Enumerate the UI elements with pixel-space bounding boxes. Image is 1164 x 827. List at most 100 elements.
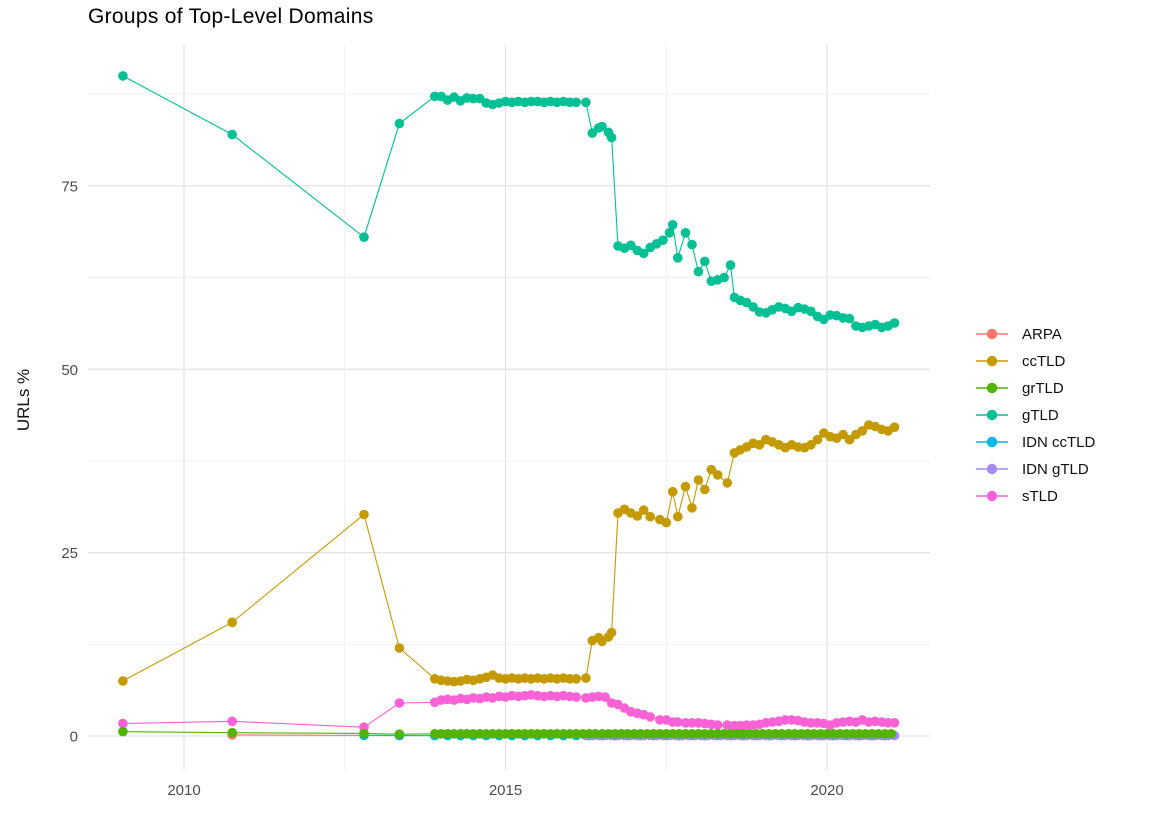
data-point-cctld bbox=[680, 481, 691, 492]
data-point-cctld bbox=[638, 505, 649, 515]
data-point-stld bbox=[889, 718, 900, 728]
y-tick-label: 25 bbox=[61, 545, 78, 562]
series-arpa bbox=[227, 730, 369, 741]
data-point-grtld bbox=[394, 729, 405, 739]
data-point-gtld bbox=[806, 306, 816, 317]
data-point-gtld bbox=[227, 129, 237, 140]
data-point-cctld bbox=[844, 434, 855, 445]
data-point-cctld bbox=[606, 627, 617, 638]
gridlines bbox=[88, 45, 930, 770]
data-point-gtld bbox=[571, 97, 581, 108]
data-point-cctld bbox=[687, 503, 697, 513]
data-point-stld bbox=[227, 716, 237, 727]
data-point-cctld bbox=[118, 676, 128, 686]
legend-item-grtld: grTLD bbox=[976, 378, 1095, 398]
legend-key-icon bbox=[976, 382, 1008, 394]
x-tick-label: 2010 bbox=[167, 782, 200, 799]
data-point-gtld bbox=[626, 240, 636, 251]
data-point-gtld bbox=[673, 252, 683, 263]
legend-label: IDN gTLD bbox=[1022, 460, 1089, 478]
data-point-stld bbox=[712, 720, 723, 730]
axis-tick-labels: 0 25 50 75 2010 2015 2020 bbox=[61, 178, 843, 799]
legend-label: ccTLD bbox=[1022, 352, 1066, 370]
data-point-cctld bbox=[812, 434, 823, 445]
legend-label: IDN ccTLD bbox=[1022, 433, 1096, 451]
legend-label: gTLD bbox=[1022, 406, 1059, 424]
chart-title: Groups of Top-Level Domains bbox=[88, 5, 374, 28]
series-cctld bbox=[118, 420, 900, 687]
data-point-stld bbox=[645, 712, 655, 722]
data-point-cctld bbox=[857, 426, 868, 436]
legend-key-icon bbox=[976, 328, 1008, 340]
data-point-cctld bbox=[712, 470, 723, 480]
data-point-cctld bbox=[838, 429, 848, 440]
data-point-cctld bbox=[806, 440, 816, 450]
data-point-stld bbox=[394, 698, 405, 708]
legend-item-cctld: ccTLD bbox=[976, 351, 1095, 371]
data-point-stld bbox=[722, 720, 733, 730]
y-tick-label: 75 bbox=[61, 178, 78, 195]
data-point-gtld bbox=[693, 266, 704, 277]
data-point-stld bbox=[600, 692, 610, 702]
data-point-gtld bbox=[680, 228, 691, 238]
data-point-grtld bbox=[886, 729, 897, 739]
data-point-cctld bbox=[661, 517, 672, 528]
data-point-stld bbox=[673, 717, 683, 727]
series-stld bbox=[118, 690, 900, 732]
data-point-gtld bbox=[700, 256, 710, 267]
data-point-gtld bbox=[719, 272, 729, 283]
series-line-cctld bbox=[122, 424, 895, 683]
legend-label: sTLD bbox=[1022, 487, 1058, 505]
y-tick-label: 0 bbox=[70, 729, 78, 746]
data-point-cctld bbox=[632, 511, 643, 521]
data-point-gtld bbox=[118, 71, 128, 81]
legend-label: ARPA bbox=[1022, 325, 1062, 343]
data-point-gtld bbox=[359, 232, 369, 242]
legend-key-icon bbox=[976, 490, 1008, 502]
legend-item-arpa: ARPA bbox=[976, 324, 1095, 344]
data-point-cctld bbox=[394, 643, 405, 653]
data-point-gtld bbox=[638, 248, 649, 259]
data-point-cctld bbox=[227, 617, 237, 628]
data-point-cctld bbox=[645, 511, 655, 522]
series-line-arpa bbox=[232, 734, 365, 736]
data-point-cctld bbox=[673, 511, 683, 522]
data-point-gtld bbox=[844, 313, 855, 324]
legend-item-stld: sTLD bbox=[976, 486, 1095, 506]
data-point-gtld bbox=[581, 97, 591, 108]
data-point-stld bbox=[571, 692, 581, 702]
data-point-gtld bbox=[597, 121, 607, 132]
legend-key-icon bbox=[976, 355, 1008, 367]
data-point-gtld bbox=[889, 318, 900, 328]
data-point-grtld bbox=[359, 728, 369, 739]
data-point-cctld bbox=[722, 478, 733, 488]
x-tick-label: 2020 bbox=[810, 782, 843, 799]
data-point-gtld bbox=[606, 132, 617, 143]
data-point-grtld bbox=[227, 727, 237, 738]
data-point-cctld bbox=[706, 464, 717, 475]
series-line-gtld bbox=[122, 75, 895, 328]
data-point-cctld bbox=[754, 440, 765, 450]
data-point-gtld bbox=[667, 220, 678, 230]
data-point-gtld bbox=[748, 302, 758, 312]
data-point-cctld bbox=[700, 484, 710, 495]
legend-key-icon bbox=[976, 436, 1008, 448]
legend-item-gtld: gTLD bbox=[976, 405, 1095, 425]
data-point-gtld bbox=[687, 239, 697, 250]
legend-item-idn-gtld: IDN gTLD bbox=[976, 459, 1095, 479]
y-axis-title: URLs % bbox=[14, 368, 33, 432]
series-grtld bbox=[118, 726, 897, 739]
data-point-cctld bbox=[359, 509, 369, 520]
data-point-gtld bbox=[394, 118, 405, 129]
data-point-gtld bbox=[658, 235, 668, 245]
data-point-cctld bbox=[581, 673, 591, 683]
legend-key-icon bbox=[976, 463, 1008, 475]
data-point-grtld bbox=[118, 726, 128, 737]
series-gtld bbox=[118, 71, 900, 333]
legend: ARPA ccTLD grTLD gTLD IDN ccTLD IDN gTLD sTLD bbox=[976, 324, 1095, 506]
data-point-gtld bbox=[587, 128, 598, 138]
data-point-cctld bbox=[571, 674, 581, 684]
legend-key-icon bbox=[976, 409, 1008, 421]
